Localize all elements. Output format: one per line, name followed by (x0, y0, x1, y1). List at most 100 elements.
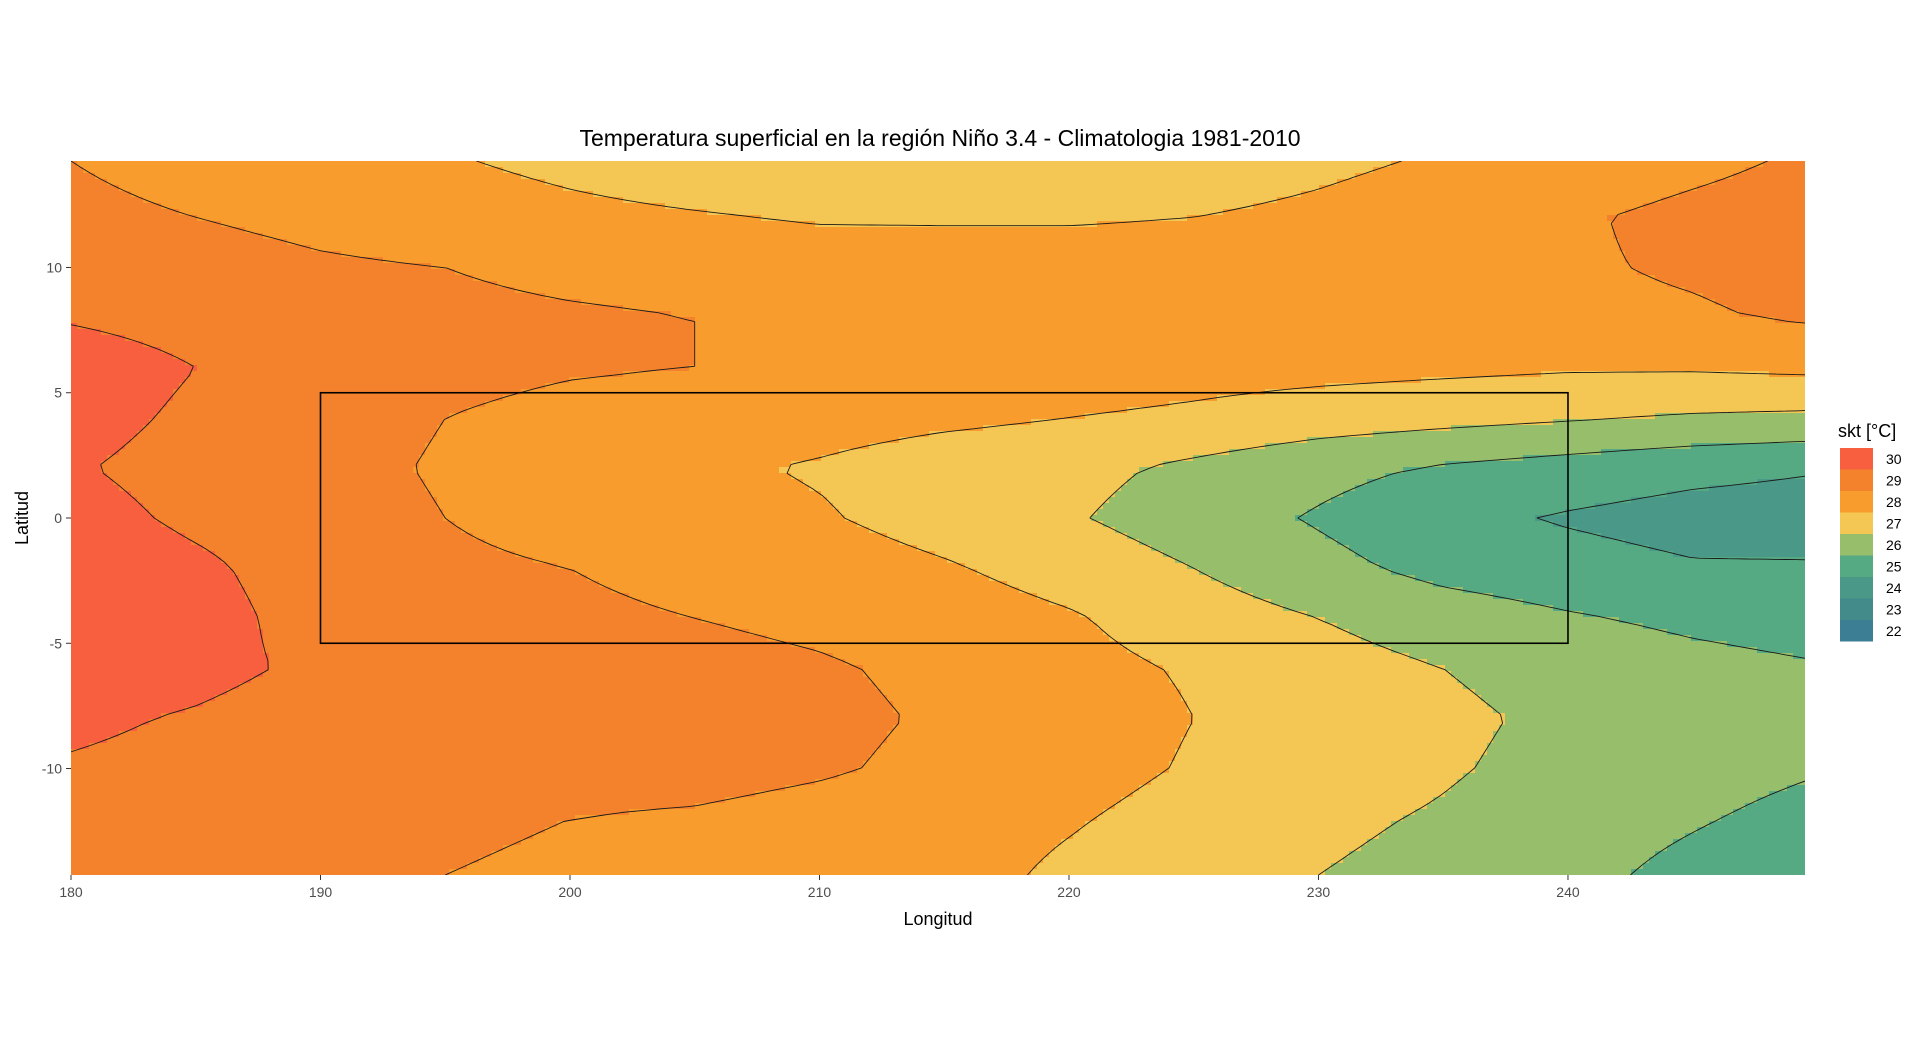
contour-fill-cell (803, 479, 1128, 486)
contour-fill-cell (71, 185, 120, 192)
contour-fill-cell (119, 485, 426, 492)
contour-fill-cell (1079, 827, 1386, 834)
contour-fill-cell (1427, 803, 1746, 810)
x-tick-label: 220 (1057, 884, 1081, 900)
x-tick-label: 180 (59, 884, 83, 900)
contour-fill-cell (1613, 233, 1805, 240)
contour-fill-cell (863, 761, 1170, 768)
contour-fill-cell (1619, 245, 1805, 252)
contour-fill-cell (575, 569, 978, 576)
contour-fill-cell (425, 443, 870, 450)
contour-fill-cell (269, 653, 834, 660)
contour-fill-cell (1139, 785, 1452, 792)
contour-fill-cell (1361, 635, 1692, 642)
contour-fill-cell (497, 281, 1668, 288)
contour-fill-cell (119, 449, 426, 456)
contour-fill-cell (1127, 479, 1368, 486)
contour-fill-cell (1187, 707, 1494, 714)
contour-fill-cell (1271, 599, 1524, 606)
contour-fill-cell (1481, 695, 1805, 702)
legend-label: 29 (1886, 473, 1902, 489)
legend-key (1840, 620, 1873, 642)
contour-fill-cell (71, 611, 258, 618)
legend-key (1840, 491, 1873, 513)
contour-fill-cell (1355, 173, 1734, 180)
contour-fill-cell (71, 191, 132, 198)
contour-fill-cell (1379, 563, 1805, 570)
contour-fill-cell (71, 269, 456, 276)
contour-fill-cell (1757, 797, 1805, 804)
contour-fill-cell (485, 539, 900, 546)
contour-fill-cell (1193, 455, 1524, 462)
contour-fill-cell (1127, 647, 1392, 654)
contour-fill-cell (1343, 857, 1650, 864)
y-tick-label: 10 (46, 259, 62, 275)
contour-fill-cell (431, 437, 900, 444)
contour-fill-cell (1103, 521, 1308, 528)
contour-fill-cell (71, 383, 180, 390)
contour-fill-cell (437, 497, 828, 504)
contour-fill-cell (71, 587, 246, 594)
contour-fill-cell (593, 191, 1302, 198)
contour-fill-cell (431, 491, 822, 498)
contour-fill-cell (1139, 539, 1338, 546)
contour-fill-cell (119, 185, 564, 192)
contour-fill-cell (1325, 869, 1632, 875)
contour-fill-cell (455, 521, 858, 528)
contour-fill-cell (251, 605, 660, 612)
contour-fill-cell (1169, 761, 1476, 768)
contour-fill-cell (839, 773, 1158, 780)
contour-fill-cell (1049, 851, 1350, 858)
contour-fill-cell (1253, 593, 1494, 600)
contour-fill-cell (71, 689, 228, 696)
contour-fill-cell (491, 851, 1050, 858)
contour-fill-cell (1199, 569, 1392, 576)
contour-fill-cell (1505, 713, 1805, 720)
contour-fill-cell (1283, 605, 1554, 612)
contour-fill-cell (71, 623, 258, 630)
contour-fill-cell (875, 683, 1176, 690)
contour-fill-cell (1655, 413, 1805, 420)
contour-fill-cell (1535, 515, 1805, 522)
contour-fill-cell (1643, 203, 1805, 210)
contour-fill-cell (983, 425, 1452, 432)
y-axis: -10 -5 0 5 10 (42, 259, 71, 777)
contour-fill-cell (611, 587, 1020, 594)
contour-fill-cell (1307, 509, 1566, 516)
contour-fill-cell (167, 401, 486, 408)
contour-fill-cell (1493, 737, 1805, 744)
contour-fill-cell (1793, 653, 1805, 660)
contour-fill-cell (1325, 617, 1620, 624)
contour-fill-cell (1631, 497, 1805, 504)
contour-fill-cell (677, 611, 1080, 618)
contour-fill-cell (71, 653, 270, 660)
contour-fill-cell (1061, 839, 1368, 846)
contour-fill-cell (623, 371, 1542, 378)
legend-label: 22 (1886, 623, 1902, 639)
contour-fill-cell (1415, 809, 1734, 816)
contour-fill-cell (71, 233, 264, 240)
contour-fill-cell (1625, 251, 1805, 258)
contour-fill-cell (1097, 815, 1404, 822)
contour-fill-cell (725, 623, 1098, 630)
contour-fill-cell (899, 539, 1140, 546)
contour-fill-cell (1715, 179, 1805, 186)
contour-fill-cell (245, 593, 630, 600)
contour-fill-cell (1301, 191, 1680, 198)
contour-fill-cell (1745, 167, 1805, 174)
x-axis-title: Longitud (903, 909, 972, 929)
contour-fill-cell (149, 719, 900, 726)
contour-line (1297, 440, 1805, 875)
contour-fill-cell (449, 413, 1086, 420)
contour-fill-cell (1391, 821, 1710, 828)
contour-fill-cell (1727, 641, 1805, 648)
contour-fill-cell (503, 845, 1056, 852)
contour-fill-cell (1331, 497, 1632, 504)
contour-fill-cell (1709, 485, 1805, 492)
contour-fill-cell (1493, 707, 1805, 714)
contour-fill-cell (239, 575, 588, 582)
contour-fill-cell (761, 215, 1188, 222)
contour-fill-cell (419, 455, 822, 462)
contour-fill-cell (77, 161, 486, 168)
contour-fill-cell (857, 521, 1104, 528)
